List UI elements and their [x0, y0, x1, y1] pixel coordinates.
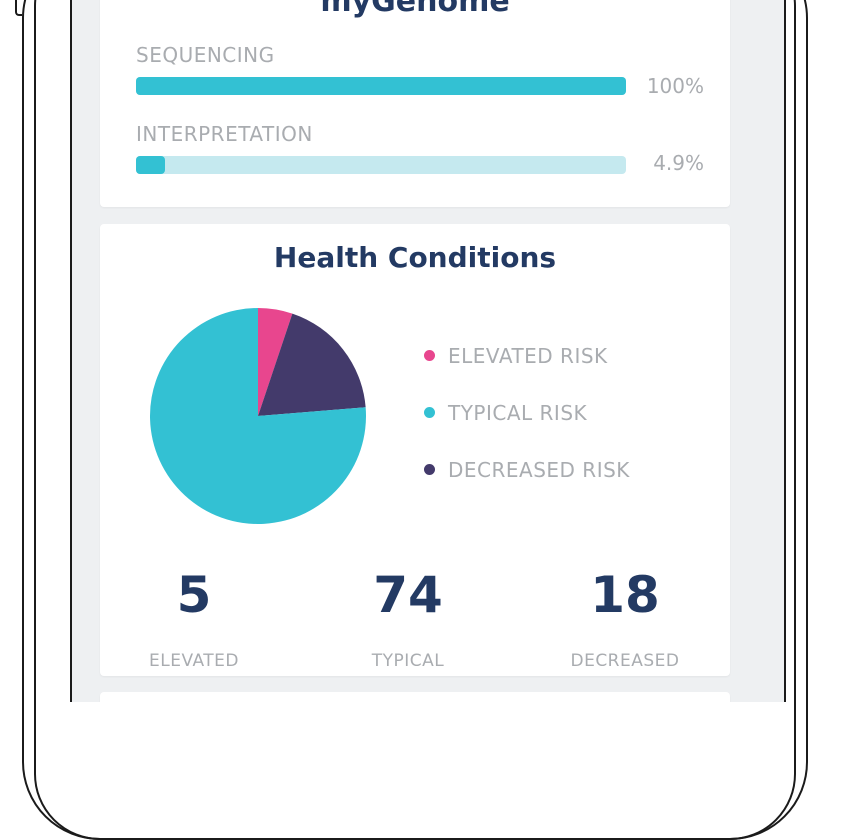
pie-slice-typical — [150, 308, 366, 524]
elevated-risk-dot-icon — [424, 350, 435, 361]
stat-elevated[interactable]: 5 ELEVATED — [94, 567, 294, 671]
sequencing-progress-fill — [136, 77, 626, 95]
sequencing-progress-bar — [136, 77, 626, 95]
stat-decreased[interactable]: 18 DECREASED — [525, 567, 725, 671]
device-side-button — [15, 0, 22, 16]
genome-card-title: myGenome — [320, 0, 510, 19]
health-conditions-card[interactable]: Health Conditions ELEVATED RISK TYPICAL … — [100, 224, 730, 676]
legend-elevated-label: ELEVATED RISK — [448, 344, 608, 368]
genome-card[interactable]: myGenome SEQUENCING 100% INTERPRETATION … — [100, 0, 730, 207]
legend-typical-label: TYPICAL RISK — [448, 401, 588, 425]
next-card[interactable] — [100, 692, 730, 702]
stat-typical-label: TYPICAL — [371, 651, 445, 671]
interpretation-progress-bar — [136, 156, 626, 174]
typical-risk-dot-icon — [424, 407, 435, 418]
interpretation-label: INTERPRETATION — [136, 122, 313, 146]
health-conditions-title: Health Conditions — [273, 241, 557, 274]
stat-elevated-count: 5 — [176, 566, 212, 624]
stat-decreased-count: 18 — [590, 566, 660, 624]
stat-typical-count: 74 — [373, 566, 443, 624]
sequencing-label: SEQUENCING — [136, 43, 275, 67]
interpretation-progress-fill — [136, 156, 166, 174]
stat-decreased-label: DECREASED — [570, 651, 680, 671]
pie-slice-elevated — [258, 308, 293, 416]
stat-typical[interactable]: 74 TYPICAL — [308, 567, 508, 671]
stat-elevated-label: ELEVATED — [148, 651, 240, 671]
decreased-risk-dot-icon — [424, 464, 435, 475]
interpretation-percent: 4.9% — [653, 151, 704, 175]
sequencing-percent: 100% — [646, 74, 704, 98]
app-screen[interactable]: myGenome SEQUENCING 100% INTERPRETATION … — [70, 0, 786, 702]
device-frame: myGenome SEQUENCING 100% INTERPRETATION … — [15, 0, 808, 840]
legend-decreased-label: DECREASED RISK — [448, 458, 630, 482]
risk-pie-chart — [150, 308, 366, 524]
pie-slice-decreased — [258, 313, 366, 416]
